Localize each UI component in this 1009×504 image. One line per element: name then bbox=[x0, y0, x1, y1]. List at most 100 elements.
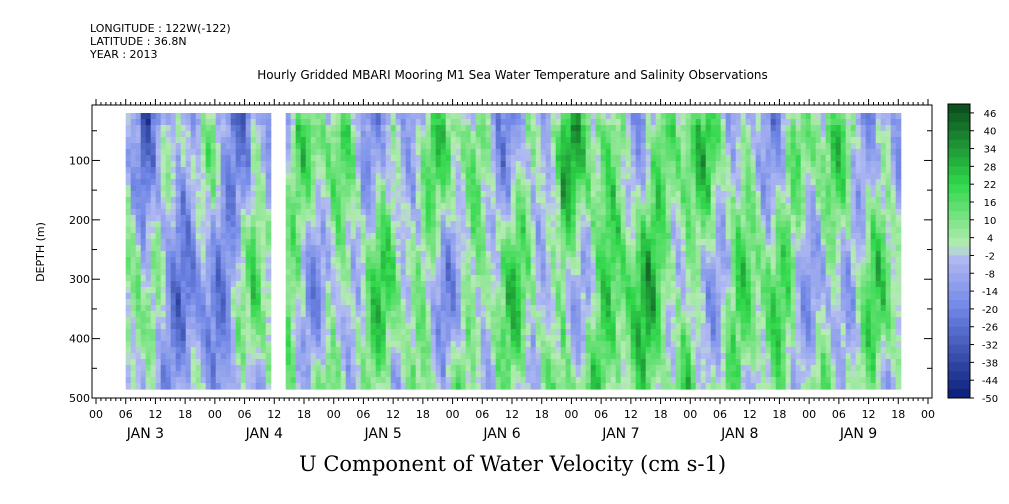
x-hour-tick-label: 12 bbox=[862, 408, 876, 421]
x-hour-tick-label: 18 bbox=[654, 408, 668, 421]
colorbar-segment bbox=[948, 380, 970, 390]
x-day-label: JAN 6 bbox=[482, 426, 520, 442]
colorbar-segment bbox=[948, 282, 970, 292]
colorbar-segment bbox=[948, 308, 970, 319]
colorbar-segment bbox=[948, 335, 970, 345]
x-hour-tick-label: 12 bbox=[743, 408, 757, 421]
x-hour-tick-label: 00 bbox=[89, 408, 103, 421]
year-label: YEAR : 2013 bbox=[90, 48, 158, 61]
colorbar-segment bbox=[948, 184, 970, 194]
x-hour-tick-label: 18 bbox=[772, 408, 786, 421]
colorbar-segment bbox=[948, 273, 970, 283]
axes: 00 06 12 18 00 06 12 18 00 06 12 18 00 06 12 18 00 06 12 18… bbox=[69, 99, 935, 442]
colorbar-segment bbox=[948, 219, 970, 230]
colorbar-label: -20 bbox=[982, 305, 998, 316]
chart-title: Hourly Gridded MBARI Mooring M1 Sea Wate… bbox=[257, 68, 768, 82]
y-axis-label: DEPTH (m) bbox=[34, 222, 47, 282]
x-hour-tick-label: 12 bbox=[624, 408, 638, 421]
colorbar-label: 16 bbox=[984, 198, 997, 209]
x-day-label: JAN 3 bbox=[126, 426, 164, 442]
latitude-label: LATITUDE : 36.8N bbox=[90, 35, 187, 48]
y-tick-label: 500 bbox=[69, 392, 90, 405]
colorbar-label: -44 bbox=[982, 376, 998, 387]
colorbar-segment bbox=[948, 139, 970, 149]
x-hour-tick-label: 12 bbox=[267, 408, 281, 421]
x-hour-tick-label: 00 bbox=[802, 408, 816, 421]
x-hour-tick-label: 00 bbox=[683, 408, 697, 421]
y-tick-label: 200 bbox=[69, 214, 90, 227]
colorbar-label: -8 bbox=[985, 269, 995, 280]
colorbar-segment bbox=[948, 246, 970, 256]
colorbar-segment bbox=[948, 362, 970, 372]
colorbar-segment bbox=[948, 175, 970, 185]
x-hour-tick-label: 06 bbox=[713, 408, 727, 421]
colorbar-segment bbox=[948, 121, 970, 132]
colorbar-label: -2 bbox=[985, 251, 995, 262]
x-hour-tick-label: 06 bbox=[594, 408, 608, 421]
colorbar-segment bbox=[948, 317, 970, 328]
x-day-label: JAN 9 bbox=[839, 426, 877, 442]
colorbar-label: 22 bbox=[984, 180, 997, 191]
colorbar-label: -26 bbox=[982, 323, 998, 334]
colorbar-label: 40 bbox=[984, 127, 997, 138]
x-hour-tick-label: 18 bbox=[535, 408, 549, 421]
y-tick-label: 400 bbox=[69, 333, 90, 346]
colorbar-segment bbox=[948, 264, 970, 274]
colorbar-label: 28 bbox=[984, 162, 997, 173]
x-hour-tick-label: 06 bbox=[238, 408, 252, 421]
colorbar-label: 4 bbox=[987, 234, 993, 245]
colorbar-segment bbox=[948, 300, 970, 310]
x-hour-tick-label: 18 bbox=[297, 408, 311, 421]
colorbar: 46 40 34 28 22 16 10 4 -2 -8 -14 -20 -26 -32 -38 -44 -50 bbox=[947, 103, 998, 405]
x-hour-tick-label: 12 bbox=[505, 408, 519, 421]
colorbar-segment bbox=[948, 210, 970, 221]
colorbar-label: 46 bbox=[984, 109, 997, 120]
colorbar-label: -50 bbox=[982, 394, 998, 405]
x-hour-tick-label: 06 bbox=[356, 408, 370, 421]
colorbar-segment bbox=[948, 130, 970, 141]
x-hour-tick-label: 06 bbox=[832, 408, 846, 421]
x-day-label: JAN 4 bbox=[245, 426, 283, 442]
colorbar-segment bbox=[948, 353, 970, 363]
heatmap-field bbox=[125, 113, 902, 390]
x-hour-tick-label: 12 bbox=[148, 408, 162, 421]
x-axis-label: U Component of Water Velocity (cm s-1) bbox=[298, 452, 727, 476]
x-hour-tick-label: 18 bbox=[891, 408, 905, 421]
x-hour-tick-label: 00 bbox=[921, 408, 935, 421]
y-tick-label: 100 bbox=[69, 154, 90, 167]
colorbar-segment bbox=[948, 112, 970, 123]
colorbar-frame bbox=[947, 103, 971, 399]
x-hour-tick-label: 12 bbox=[386, 408, 400, 421]
colorbar-segment bbox=[948, 193, 970, 203]
x-hour-tick-label: 18 bbox=[416, 408, 430, 421]
colorbar-segment bbox=[948, 344, 970, 354]
x-hour-tick-label: 00 bbox=[446, 408, 460, 421]
colorbar-label: 10 bbox=[984, 216, 997, 227]
x-hour-tick-label: 18 bbox=[178, 408, 192, 421]
colorbar-label: -32 bbox=[982, 341, 998, 352]
colorbar-segment bbox=[948, 326, 970, 337]
x-day-label: JAN 7 bbox=[601, 426, 639, 442]
x-hour-tick-label: 00 bbox=[208, 408, 222, 421]
x-day-label: JAN 5 bbox=[363, 426, 401, 442]
y-tick-label: 300 bbox=[69, 273, 90, 286]
colorbar-segment bbox=[948, 255, 970, 265]
colorbar-label: -38 bbox=[982, 358, 998, 369]
colorbar-segment bbox=[948, 291, 970, 301]
x-hour-tick-label: 06 bbox=[119, 408, 133, 421]
colorbar-segment bbox=[948, 228, 970, 239]
x-hour-tick-label: 06 bbox=[475, 408, 489, 421]
colorbar-segment bbox=[948, 237, 970, 247]
colorbar-segment bbox=[948, 157, 970, 167]
colorbar-segment bbox=[948, 104, 970, 114]
location-metadata: LONGITUDE : 122W(-122) LATITUDE : 36.8N … bbox=[90, 22, 231, 61]
x-day-label: JAN 8 bbox=[720, 426, 758, 442]
colorbar-segment bbox=[948, 148, 970, 158]
colorbar-segment bbox=[948, 389, 970, 399]
colorbar-label: -14 bbox=[982, 287, 998, 298]
x-hour-tick-label: 00 bbox=[327, 408, 341, 421]
colorbar-segment bbox=[948, 371, 970, 381]
colorbar-label: 34 bbox=[984, 145, 997, 156]
colorbar-segment bbox=[948, 166, 970, 176]
